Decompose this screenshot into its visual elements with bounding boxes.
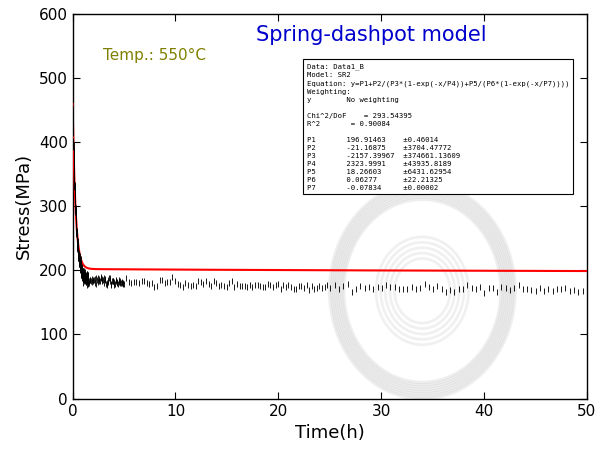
Text: Data: Data1_B
Model: SR2
Equation: y=P1+P2/(P3*(1-exp(-x/P4))+P5/(P6*(1-exp(-x/P: Data: Data1_B Model: SR2 Equation: y=P1+… xyxy=(307,63,569,191)
Text: Spring-dashpot model: Spring-dashpot model xyxy=(255,25,486,45)
Text: Temp.: 550°C: Temp.: 550°C xyxy=(103,48,206,63)
X-axis label: Time(h): Time(h) xyxy=(295,424,365,442)
Y-axis label: Stress(MPa): Stress(MPa) xyxy=(15,153,33,259)
